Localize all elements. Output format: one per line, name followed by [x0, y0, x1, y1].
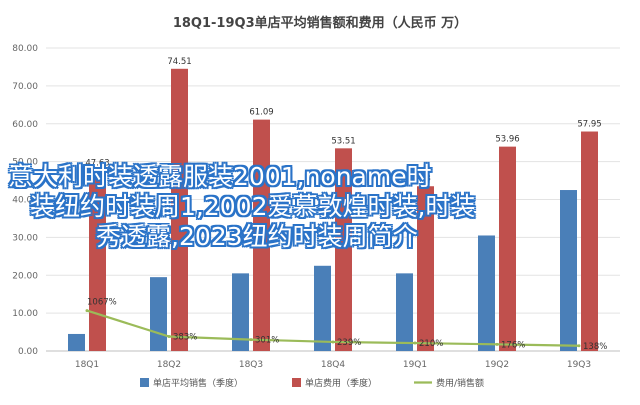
ratio-point — [495, 342, 499, 346]
data-labels: 47.63 74.51 61.09 53.51 43 53.96 57.95 1067% 383… — [85, 57, 607, 352]
ratio-point — [331, 340, 335, 344]
y-tick-label: 0.00 — [18, 347, 38, 357]
ratio-label: 239% — [337, 338, 361, 348]
x-tick-label: 18Q3 — [239, 360, 263, 370]
bars — [68, 68, 598, 352]
y-tick-label: 50.00 — [12, 158, 38, 168]
data-label: 53.51 — [331, 136, 355, 146]
bar-cost — [89, 170, 106, 351]
ratio-label: 176% — [501, 340, 525, 350]
bar-sales — [314, 265, 331, 351]
data-label: 53.96 — [495, 135, 519, 145]
ratio-label: 1067% — [87, 298, 117, 308]
x-axis: 18Q1 18Q2 18Q3 18Q4 19Q1 19Q2 19Q3 — [75, 360, 591, 370]
ratio-point — [249, 338, 253, 342]
y-tick-label: 10.00 — [12, 309, 38, 319]
x-tick-label: 18Q1 — [75, 360, 99, 370]
legend-label: 单店平均销售（季度） — [153, 377, 243, 389]
x-tick-label: 18Q4 — [321, 360, 346, 370]
bar-sales — [396, 273, 413, 351]
data-label: 47.63 — [85, 159, 109, 169]
data-label: 74.51 — [167, 57, 191, 67]
x-tick-label: 19Q2 — [485, 360, 509, 370]
y-tick-label: 80.00 — [12, 44, 38, 54]
bar-sales — [150, 277, 167, 351]
ratio-point — [577, 344, 581, 348]
y-tick-label: 40.00 — [12, 196, 38, 206]
bar-cost — [335, 148, 352, 351]
ratio-label: 383% — [173, 332, 197, 342]
bar-cost — [581, 131, 598, 351]
legend: 单店平均销售（季度） 单店费用（季度） 费用/销售额 — [140, 377, 484, 389]
ratio-label: 210% — [419, 339, 443, 349]
ratio-label: 138% — [583, 342, 607, 352]
bar-cost — [417, 186, 434, 351]
ratio-point — [85, 309, 89, 313]
x-tick-label: 19Q1 — [403, 360, 427, 370]
chart-title: 18Q1-19Q3单店平均销售额和费用（人民币 万） — [173, 15, 467, 31]
grid — [46, 47, 620, 352]
y-tick-label: 20.00 — [12, 271, 38, 281]
y-tick-label: 70.00 — [12, 82, 38, 92]
y-tick-label: 60.00 — [12, 120, 38, 130]
x-tick-label: 19Q3 — [567, 360, 591, 370]
bar-sales — [68, 333, 85, 351]
legend-swatch — [140, 378, 149, 387]
bar-sales — [478, 235, 495, 351]
legend-label: 费用/销售额 — [436, 377, 484, 389]
data-label: 43 — [420, 174, 431, 184]
ratio-point — [413, 341, 417, 345]
legend-label: 单店费用（季度） — [305, 377, 377, 389]
bar-cost — [499, 146, 516, 351]
y-axis: 0.00 10.00 20.00 30.00 40.00 50.00 60.00 70.00 8… — [12, 44, 38, 357]
y-tick-label: 30.00 — [12, 233, 38, 243]
bar-cost — [171, 68, 188, 352]
ratio-label: 301% — [255, 336, 279, 346]
legend-swatch — [292, 378, 301, 387]
x-tick-label: 18Q2 — [157, 360, 181, 370]
ratio-point — [167, 334, 171, 338]
bar-sales — [232, 273, 249, 351]
data-label: 61.09 — [249, 108, 273, 118]
bar-sales — [560, 190, 577, 351]
ratio-line — [85, 309, 581, 348]
bar-cost — [253, 119, 270, 351]
data-label: 57.95 — [577, 120, 601, 130]
